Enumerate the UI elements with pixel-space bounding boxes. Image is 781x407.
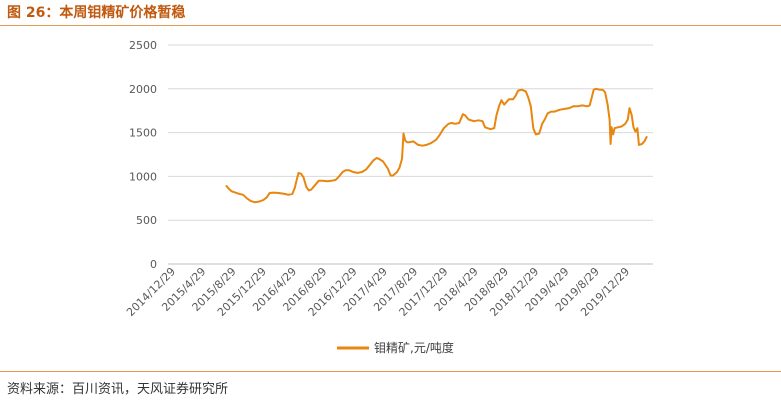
- y-axis-tick-labels: 0 500 1000 1500 2000 2500: [129, 39, 157, 271]
- y-tick-label: 1000: [129, 170, 157, 183]
- legend-label: 钼精矿,元/吨度: [374, 340, 454, 355]
- gridlines: [168, 44, 653, 221]
- y-tick-label: 2000: [129, 83, 157, 96]
- title-rule: [0, 25, 781, 26]
- source-rule: [0, 371, 781, 372]
- legend: 钼精矿,元/吨度: [337, 340, 454, 355]
- y-tick-label: 1500: [129, 127, 157, 140]
- series-layer: [225, 87, 648, 204]
- y-tick-label: 2500: [129, 39, 157, 52]
- figure-title: 图 26：本周钼精矿价格暂稳: [7, 5, 186, 21]
- x-axis-tick-labels: 2014/12/292015/4/292015/8/292015/12/2920…: [124, 265, 632, 319]
- source-note: 资料来源：百川资讯，天风证券研究所: [7, 382, 229, 397]
- y-tick-label: 0: [150, 258, 157, 271]
- line-chart: 0 500 1000 1500 2000 2500 2014/12/292015/4/29…: [124, 39, 653, 355]
- y-tick-label: 500: [136, 214, 157, 227]
- series-line: [225, 87, 648, 204]
